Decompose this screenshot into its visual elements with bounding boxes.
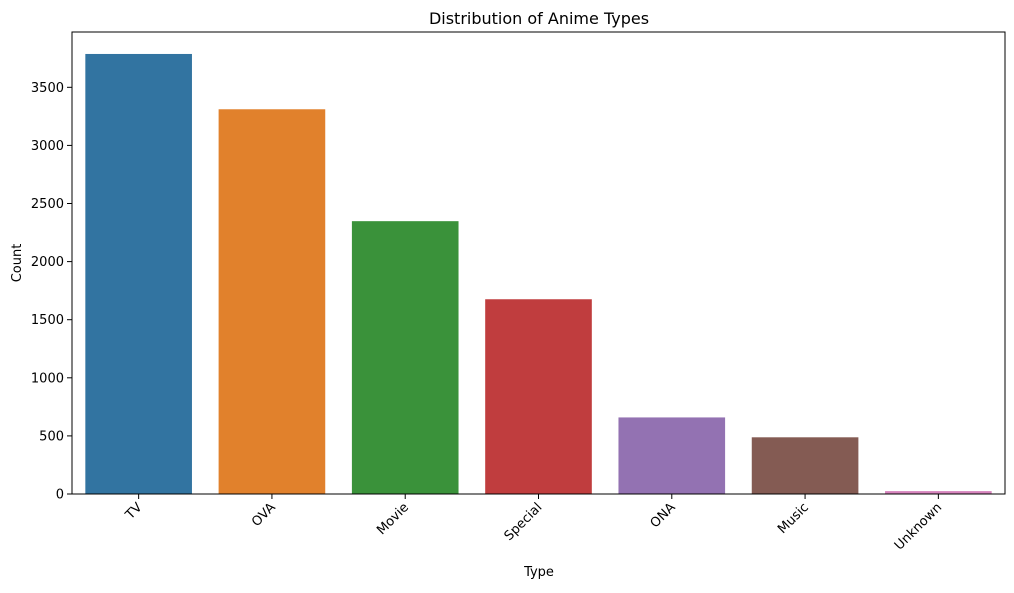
y-tick-label: 1500 bbox=[31, 313, 64, 328]
x-tick-label-unknown: Unknown bbox=[892, 500, 945, 553]
bar-special bbox=[485, 299, 592, 494]
bar-music bbox=[751, 437, 859, 494]
x-tick-label-music: Music bbox=[775, 500, 812, 537]
y-tick-label: 0 bbox=[56, 488, 64, 503]
chart-title: Distribution of Anime Types bbox=[429, 9, 649, 28]
x-axis-label: Type bbox=[523, 565, 554, 580]
x-tick-label-tv: TV bbox=[122, 500, 145, 523]
plot-area: 0 500 1000 1500 2000 2500 3000 3500 TV OVA Movie Sp… bbox=[31, 31, 1006, 554]
x-tick-label-special: Special bbox=[502, 500, 546, 544]
y-tick-label: 2000 bbox=[31, 255, 64, 270]
bar-ona bbox=[618, 417, 726, 494]
x-tick-label-ova: OVA bbox=[249, 500, 279, 530]
x-tick-label-ona: ONA bbox=[648, 500, 679, 531]
y-tick-label: 500 bbox=[39, 429, 64, 444]
bar-tv bbox=[85, 53, 192, 495]
x-tick-label-movie: Movie bbox=[374, 500, 412, 538]
y-axis-label: Count bbox=[10, 244, 25, 283]
y-tick-label: 2500 bbox=[31, 197, 64, 212]
bar-unknown bbox=[885, 491, 992, 494]
bar-ova bbox=[218, 109, 326, 495]
y-tick-label: 1000 bbox=[31, 371, 64, 386]
bar-movie bbox=[351, 221, 459, 495]
y-tick-label: 3000 bbox=[31, 139, 64, 154]
y-tick-label: 3500 bbox=[31, 81, 64, 96]
